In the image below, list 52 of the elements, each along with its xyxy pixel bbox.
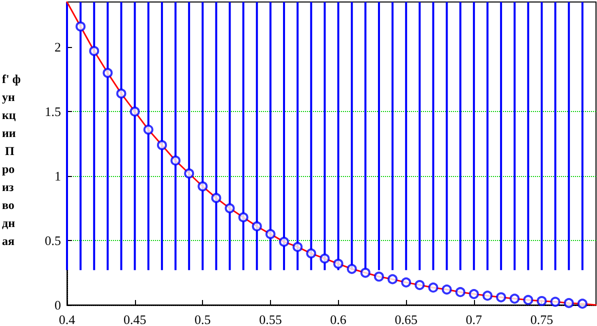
point <box>198 181 208 192</box>
point <box>496 292 506 302</box>
point <box>156 140 167 150</box>
point <box>170 156 181 166</box>
point <box>89 46 100 56</box>
point <box>564 298 574 308</box>
point <box>102 68 113 78</box>
y-tick-label: 1 <box>54 168 61 184</box>
point <box>292 242 303 252</box>
point <box>143 124 154 135</box>
point <box>224 203 235 214</box>
point <box>346 264 357 274</box>
y-tick-label: 1.5 <box>44 104 61 120</box>
point <box>523 294 534 305</box>
point <box>306 248 316 258</box>
y-tick-label: 0 <box>54 298 61 312</box>
x-tick-label: 0.75 <box>530 312 554 326</box>
point <box>401 277 412 288</box>
point <box>442 284 452 295</box>
point <box>482 290 492 301</box>
x-tick-label: 0.7 <box>466 312 483 326</box>
x-tick-label: 0.5 <box>194 312 211 326</box>
point <box>211 192 222 203</box>
point <box>360 268 370 278</box>
point <box>116 88 126 99</box>
x-tick-label: 0.6 <box>330 312 347 326</box>
point <box>414 280 425 290</box>
point <box>252 221 262 232</box>
point <box>374 272 384 282</box>
point <box>265 229 276 240</box>
point <box>510 294 520 304</box>
point <box>388 274 398 284</box>
point <box>320 254 330 264</box>
point <box>550 296 560 307</box>
x-tick-label: 0.55 <box>259 312 282 326</box>
point <box>279 236 290 247</box>
point <box>428 282 438 293</box>
point <box>577 298 588 309</box>
point <box>455 287 466 298</box>
y-tick-label: 0.5 <box>44 233 61 248</box>
y-tick-label: 2 <box>54 40 61 55</box>
point <box>76 22 86 32</box>
point <box>536 296 547 306</box>
point <box>184 168 194 178</box>
point <box>238 212 248 222</box>
point <box>468 289 479 300</box>
point <box>333 258 344 269</box>
x-tick-label: 0.4 <box>58 312 76 326</box>
point <box>130 106 140 117</box>
text: f' функции Производная <box>2 72 21 248</box>
x-tick-label: 0.65 <box>394 312 418 326</box>
x-tick-label: 0.45 <box>123 312 146 326</box>
